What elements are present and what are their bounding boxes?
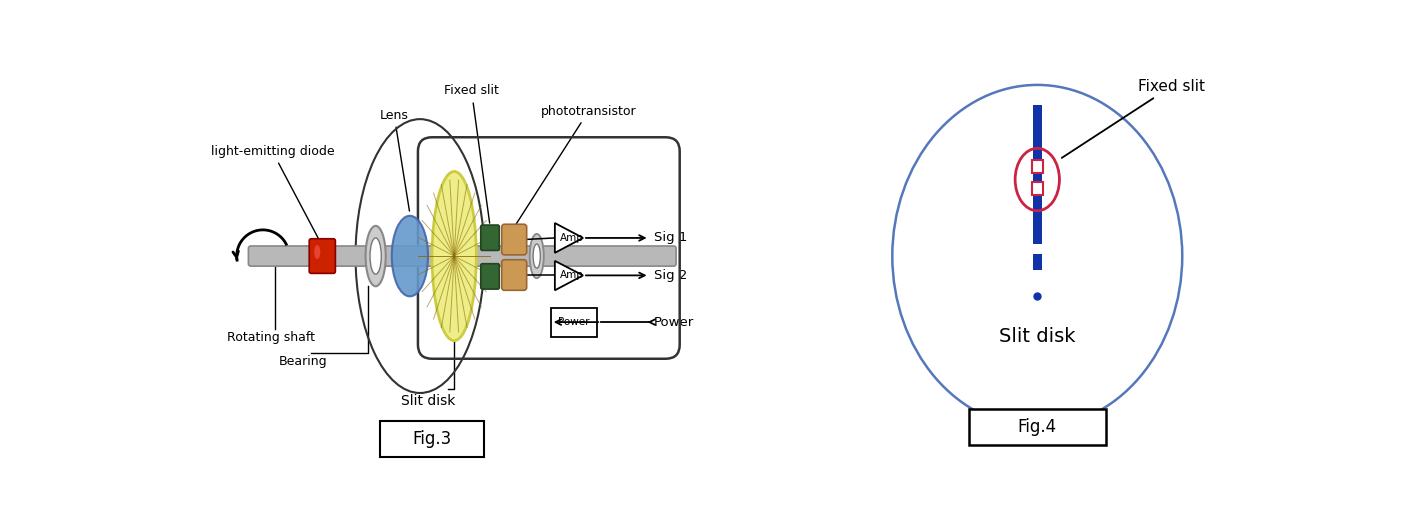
FancyBboxPatch shape <box>481 264 499 289</box>
Polygon shape <box>554 261 584 290</box>
Ellipse shape <box>370 238 382 274</box>
Text: Power: Power <box>654 315 693 328</box>
Text: Fig.4: Fig.4 <box>1017 418 1056 436</box>
Bar <box>1031 182 1042 195</box>
FancyBboxPatch shape <box>481 225 499 251</box>
Polygon shape <box>554 223 584 253</box>
Text: Rotating shaft: Rotating shaft <box>227 331 314 344</box>
FancyBboxPatch shape <box>309 238 335 274</box>
Bar <box>969 409 1106 446</box>
Bar <box>1033 105 1041 244</box>
Ellipse shape <box>314 245 320 259</box>
Text: light-emitting diode: light-emitting diode <box>210 145 334 242</box>
Text: Fixed slit: Fixed slit <box>445 84 499 223</box>
Ellipse shape <box>892 85 1183 427</box>
Text: Fixed slit: Fixed slit <box>1062 79 1205 158</box>
Text: Sig 2: Sig 2 <box>654 269 687 282</box>
FancyBboxPatch shape <box>248 246 676 266</box>
Text: Slit disk: Slit disk <box>999 327 1076 346</box>
Text: Power: Power <box>558 317 589 327</box>
Text: Bearing: Bearing <box>279 355 328 368</box>
Text: Slit disk: Slit disk <box>401 394 455 408</box>
FancyBboxPatch shape <box>502 224 526 255</box>
Bar <box>551 308 598 337</box>
Text: Lens: Lens <box>380 109 410 211</box>
Bar <box>380 421 484 458</box>
Ellipse shape <box>432 172 477 340</box>
Text: Sig 1: Sig 1 <box>654 232 687 244</box>
Text: Amp: Amp <box>560 270 584 280</box>
FancyBboxPatch shape <box>502 260 526 290</box>
Text: Amp: Amp <box>560 233 584 243</box>
Text: Fig.3: Fig.3 <box>412 430 452 448</box>
Ellipse shape <box>530 234 544 278</box>
Ellipse shape <box>391 216 428 297</box>
Ellipse shape <box>533 244 540 268</box>
Text: phototransistor: phototransistor <box>516 105 637 225</box>
Bar <box>1033 254 1041 270</box>
Ellipse shape <box>366 226 386 286</box>
Bar <box>1031 160 1042 173</box>
